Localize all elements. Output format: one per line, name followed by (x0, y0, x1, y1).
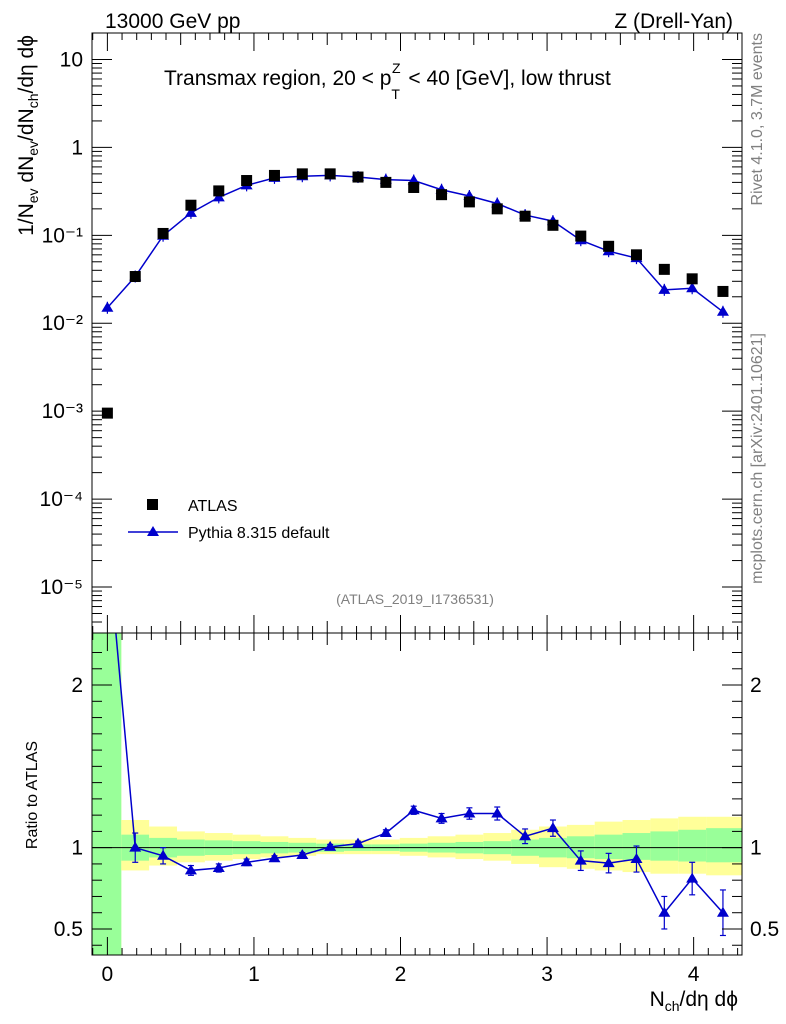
main-y-tick-label: 1 (71, 136, 83, 159)
legend-label-atlas: ATLAS (188, 498, 238, 515)
pythia-line (106, 174, 724, 313)
ratio-point (240, 856, 253, 867)
ratio-data-marks (115, 632, 729, 937)
main-axes: 10 1 10⁻¹ 10⁻² 10⁻³ 10⁻⁴ 10⁻⁵ (40, 32, 742, 634)
analysis-id-label: (ATLAS_2019_I1736531) (336, 591, 494, 607)
main-y-tick-label: 10 (60, 48, 83, 71)
pythia-point (716, 305, 729, 316)
main-frame (91, 32, 743, 634)
atlas-point (380, 176, 392, 188)
ratio-x-tick-label: 1 (248, 963, 260, 986)
ratio-y-tick-label: 1 (71, 837, 83, 860)
atlas-point (603, 240, 615, 252)
ratio-point (379, 827, 392, 838)
ratio-point (686, 872, 699, 883)
atlas-point (185, 199, 197, 211)
main-data-marks (101, 168, 729, 419)
atlas-point (547, 219, 559, 231)
ratio-band-green (650, 831, 679, 861)
ratio-point (296, 848, 309, 859)
atlas-point (436, 189, 448, 201)
main-y-tick-label: 10⁻² (42, 312, 83, 335)
main-y-axis-label: 1/Nev dNev/dNch/dη dϕ (15, 35, 41, 236)
ratio-x-tick-label: 0 (102, 963, 114, 986)
pythia-point (101, 301, 114, 312)
ratio-point (658, 906, 671, 917)
ratio-y-tick-label: 2 (71, 674, 83, 697)
ratio-point (491, 807, 504, 818)
ratio-point (630, 853, 643, 864)
main-y-tick-label: 10⁻⁴ (40, 488, 83, 511)
atlas-point (686, 273, 698, 285)
atlas-point (408, 181, 420, 193)
energy-label: 13000 GeV pp (105, 10, 240, 33)
mcplots-label: mcplots.cern.ch [arXiv:2401.10621] (749, 333, 766, 584)
atlas-point (575, 230, 587, 242)
ratio-point (324, 840, 337, 851)
ratio-y-tick-label-right: 0.5 (750, 918, 779, 941)
ratio-point (129, 841, 142, 852)
atlas-point (352, 171, 364, 183)
ratio-panel: 0 1 2 3 4 0.5 0.5 1 1 2 2 Ratio to ATLAS Nch/dη dϕ (24, 632, 779, 1014)
atlas-point (101, 407, 113, 419)
atlas-point (519, 210, 531, 222)
rivet-label: Rivet 4.1.0, 3.7M events (749, 33, 766, 206)
ratio-point (574, 854, 587, 865)
pythia-point (658, 283, 671, 294)
ratio-frame (91, 632, 743, 956)
ratio-point (435, 812, 448, 823)
ratio-point (519, 830, 532, 841)
ratio-point (602, 857, 615, 868)
main-panel: Transmax region, 20 < pTZ < 40 [GeV], lo… (15, 32, 743, 634)
ratio-y-tick-label: 0.5 (54, 918, 83, 941)
atlas-point (717, 285, 729, 297)
atlas-point (157, 227, 169, 239)
ratio-y-axis-label: Ratio to ATLAS (24, 741, 41, 849)
ratio-band-green (678, 829, 707, 862)
ratio-point (463, 807, 476, 818)
atlas-point (463, 196, 475, 208)
ratio-band-green (706, 828, 742, 863)
atlas-point (213, 185, 225, 197)
ratio-axes: 0 1 2 3 4 0.5 0.5 1 1 2 2 (54, 633, 779, 986)
ratio-point (212, 861, 225, 872)
ratio-y-tick-label-right: 1 (750, 837, 762, 860)
ratio-bands (92, 633, 742, 955)
atlas-point (296, 168, 308, 180)
atlas-point (491, 203, 503, 215)
atlas-point (268, 169, 280, 181)
ratio-point (716, 906, 729, 917)
main-y-tick-label: 10⁻³ (42, 400, 83, 423)
main-y-tick-label: 10⁻⁵ (40, 576, 83, 599)
ratio-y-tick-label-right: 2 (750, 674, 762, 697)
legend-marker-atlas (147, 499, 158, 510)
main-y-tick-label: 10⁻¹ (42, 224, 83, 247)
ratio-point (352, 837, 365, 848)
atlas-point (658, 263, 670, 275)
main-title: Transmax region, 20 < pTZ < 40 [GeV], lo… (164, 60, 611, 102)
pythia-point (686, 282, 699, 293)
ratio-x-axis-label: Nch/dη dϕ (650, 988, 738, 1014)
ratio-point (407, 804, 420, 815)
legend-label-pythia: Pythia 8.315 default (188, 525, 330, 542)
pythia-point (184, 206, 197, 217)
ratio-point (184, 864, 197, 875)
ratio-band-green (92, 633, 122, 955)
atlas-point (630, 249, 642, 261)
legend-marker-pythia (147, 526, 159, 536)
ratio-x-tick-label: 4 (688, 963, 700, 986)
legend: ATLAS Pythia 8.315 default (128, 498, 330, 542)
ratio-point (157, 849, 170, 860)
ratio-point (268, 852, 281, 863)
ratio-point (546, 822, 559, 833)
ratio-x-tick-label: 3 (541, 963, 553, 986)
atlas-point (129, 271, 141, 283)
atlas-point (324, 168, 336, 180)
process-label: Z (Drell-Yan) (614, 10, 733, 33)
ratio-x-tick-label: 2 (395, 963, 407, 986)
atlas-point (241, 175, 253, 187)
